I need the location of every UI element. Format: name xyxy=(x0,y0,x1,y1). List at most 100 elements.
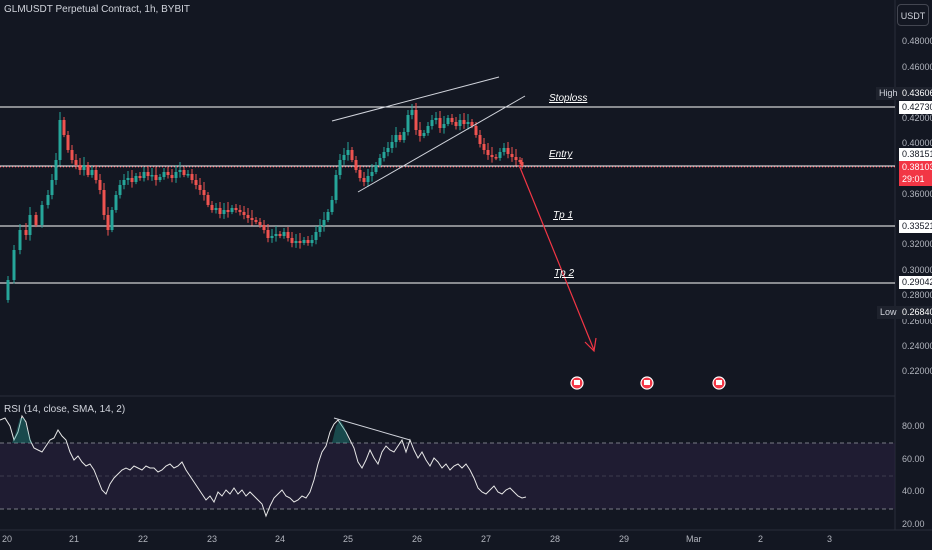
candle xyxy=(134,176,138,182)
candle xyxy=(438,118,442,128)
candle xyxy=(330,200,334,212)
candle xyxy=(406,115,410,132)
tp1-label[interactable]: Tp 1 xyxy=(553,210,574,221)
tp2-price-tag: 0.29042 xyxy=(899,276,932,289)
candle xyxy=(366,176,370,182)
candle xyxy=(302,240,306,243)
candle xyxy=(520,162,524,166)
candle xyxy=(138,176,142,178)
candle xyxy=(510,154,514,157)
candle xyxy=(358,170,362,178)
candle xyxy=(518,160,522,162)
time-label: 20 xyxy=(2,534,13,544)
candle xyxy=(54,160,58,180)
tp2-label[interactable]: Tp 2 xyxy=(554,268,575,279)
candle xyxy=(110,210,114,230)
candle xyxy=(6,280,10,300)
candle xyxy=(414,110,418,130)
candle xyxy=(114,195,118,210)
candle xyxy=(290,238,294,243)
candle xyxy=(78,165,82,170)
candle xyxy=(24,230,28,235)
time-label: 2 xyxy=(758,534,764,544)
price-label: 0.40000 xyxy=(902,138,932,148)
countdown-tag: 29:01 xyxy=(899,173,932,186)
candle xyxy=(118,185,122,195)
candle xyxy=(82,165,86,170)
candle xyxy=(446,118,450,124)
rsi-overbought-fill xyxy=(332,420,350,443)
candle xyxy=(262,225,266,230)
candle xyxy=(374,165,378,172)
tp1-price-tag: 0.33521 xyxy=(899,220,932,233)
stoploss-label[interactable]: Stoploss xyxy=(549,93,588,104)
entry-label[interactable]: Entry xyxy=(549,149,573,160)
candle xyxy=(266,230,270,238)
candle xyxy=(190,174,194,180)
candle xyxy=(354,160,358,170)
candle xyxy=(482,144,486,150)
entry-price-tag: 0.38151 xyxy=(899,148,932,161)
candle xyxy=(478,135,482,144)
rsi-divergence-line[interactable] xyxy=(333,417,411,441)
candle xyxy=(74,160,78,165)
candle xyxy=(198,185,202,190)
high-value-tag: 0.43606 xyxy=(899,87,932,100)
candle xyxy=(394,135,398,142)
candle xyxy=(206,195,210,205)
candle xyxy=(166,172,170,175)
projection-arrow[interactable] xyxy=(518,164,595,351)
wedge-upper-line[interactable] xyxy=(331,76,500,122)
high-label: High xyxy=(876,87,901,100)
candle xyxy=(278,234,282,236)
candle xyxy=(150,175,154,177)
time-label: Mar xyxy=(686,534,702,544)
candle xyxy=(154,175,158,180)
time-label: 23 xyxy=(207,534,218,544)
time-label: 28 xyxy=(550,534,561,544)
candle xyxy=(498,152,502,158)
symbol-title[interactable]: GLMUSDT Perpetual Contract, 1h, BYBIT xyxy=(4,4,191,15)
candle xyxy=(494,157,498,159)
currency-button[interactable]: USDT xyxy=(897,4,929,26)
candle xyxy=(410,110,414,115)
candle xyxy=(326,212,330,220)
candle xyxy=(158,177,162,180)
candle xyxy=(238,210,242,212)
candle xyxy=(362,178,366,182)
time-label: 25 xyxy=(343,534,354,544)
candle xyxy=(442,124,446,128)
candle xyxy=(222,210,226,214)
event-flag-icon xyxy=(716,380,722,385)
candle xyxy=(378,158,382,165)
candle xyxy=(398,135,402,140)
candle xyxy=(322,220,326,226)
price-label: 0.46000 xyxy=(902,62,932,72)
current-price-tag: 0.38103 xyxy=(899,161,932,174)
time-label: 27 xyxy=(481,534,492,544)
rsi-title[interactable]: RSI (14, close, SMA, 14, 2) xyxy=(4,404,126,415)
rsi-line[interactable] xyxy=(0,414,527,518)
candle xyxy=(434,118,438,120)
candle xyxy=(126,178,130,180)
candle xyxy=(70,150,74,160)
candle xyxy=(454,122,458,126)
candle xyxy=(106,215,110,230)
candle xyxy=(174,172,178,178)
candle xyxy=(402,132,406,140)
candle xyxy=(294,241,298,243)
candle xyxy=(234,208,238,210)
candle xyxy=(270,236,274,238)
price-label: 0.48000 xyxy=(902,36,932,46)
rsi-axis-label: 40.00 xyxy=(902,486,925,496)
candle xyxy=(210,205,214,210)
candle xyxy=(346,150,350,155)
time-label: 24 xyxy=(275,534,286,544)
candle xyxy=(318,226,322,232)
wedge-lower-line[interactable] xyxy=(357,95,526,193)
candle xyxy=(102,190,106,215)
candle xyxy=(178,170,182,172)
candle xyxy=(470,122,474,126)
candle xyxy=(34,215,38,225)
